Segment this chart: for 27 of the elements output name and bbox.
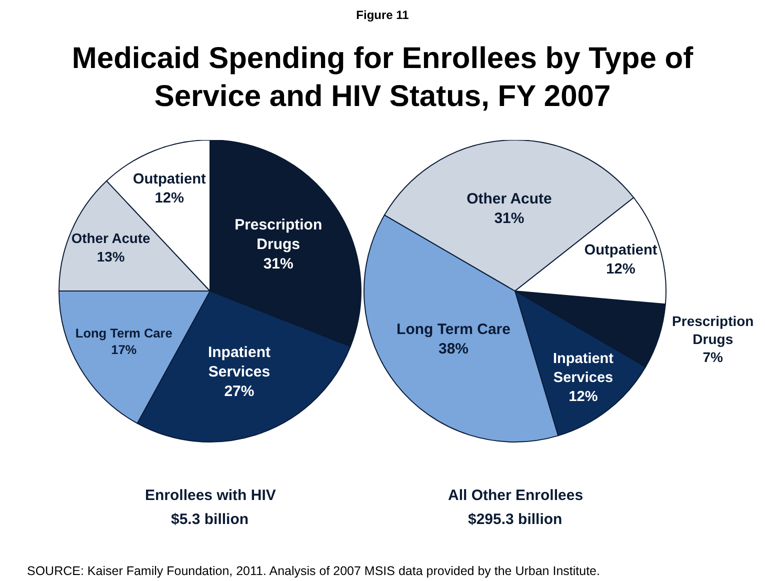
text: All Other Enrollees [448,487,584,504]
slice-label: Other Acute [466,190,552,208]
data-label: 12% [154,190,184,206]
data-label: 7% [702,349,724,366]
data-label: 27% [224,383,254,400]
data-label: 31% [494,210,524,227]
slice-label: Outpatient [584,242,658,258]
data-label: 13% [96,248,125,264]
text: $295.3 billion [468,511,562,528]
slice-label: Inpatient Services [208,344,270,381]
slice-label: Other Acute [71,230,150,246]
slice-label: Inpatient Services [553,351,614,386]
text: Medicaid Spending for Enrollees by Type of Service and HIV Status, FY 2007 [70,41,694,115]
data-label: 12% [606,261,636,278]
text: $5.3 billion [171,511,249,528]
slice-label: Prescription Drugs [672,312,754,348]
text: Figure 11 [355,8,410,22]
slice-label: Long Term Care [75,325,172,340]
slice-label: Prescription Drugs [234,216,322,254]
data-label: 38% [438,340,469,358]
data-label: 12% [568,388,598,405]
data-label: 31% [263,256,294,273]
slice-label: Outpatient [132,171,206,188]
data-label: 17% [111,342,138,358]
slice-label: Long Term Care [396,321,510,338]
text: Enrollees with HIV [145,487,276,504]
source-note: SOURCE: Kaiser Family Foundation, 2011. Analysis of 2007 MSIS data provided by the Urban Institute. [27,564,600,578]
